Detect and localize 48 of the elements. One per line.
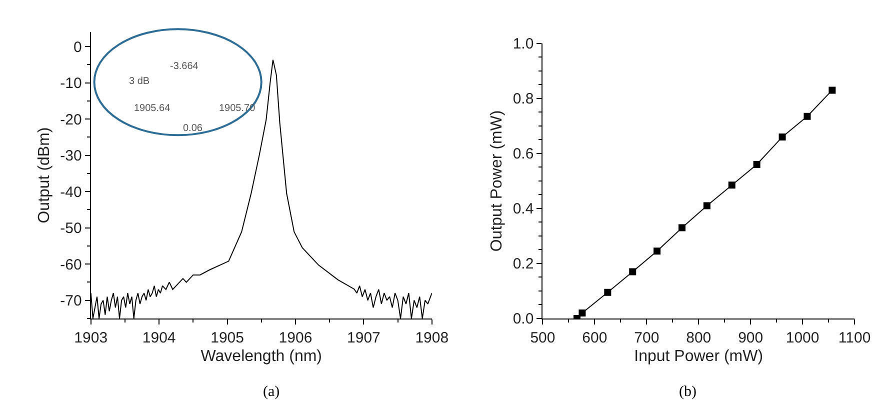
y-tick-label: -70: [60, 292, 82, 310]
x-tick-label: 1903: [74, 329, 108, 346]
point: [604, 288, 612, 296]
point: [678, 224, 686, 232]
text: (a): [263, 384, 280, 400]
annotation: 1905.64: [134, 103, 171, 114]
y-tick-label: -40: [60, 184, 82, 201]
point: [804, 112, 811, 120]
y-tick-label: -20: [60, 111, 82, 128]
point: [778, 133, 786, 140]
x-axis-title: Input Power (mW): [634, 348, 764, 366]
annotation: 0.06: [183, 123, 203, 134]
annotation: -3.664: [170, 61, 199, 72]
point: [629, 268, 636, 276]
x-tick-label: 1100: [838, 329, 871, 346]
x-axis-title: Wavelength (nm): [200, 348, 322, 366]
x-tick-label: 1907: [347, 329, 380, 346]
y-tick-label: 0: [74, 38, 82, 56]
y-tick-label: 1.0: [512, 36, 534, 53]
x-tick-label: 1906: [278, 329, 312, 346]
x-tick-label: 700: [634, 329, 660, 346]
x-tick-label: 900: [738, 329, 764, 346]
y-tick-label: 0.0: [512, 310, 534, 328]
x-tick-label: 1908: [415, 329, 449, 346]
y-tick-label: -60: [60, 256, 82, 274]
point: [728, 182, 736, 189]
x-tick-label: 500: [530, 329, 556, 346]
point: [703, 202, 710, 210]
x-tick-label: 1904: [142, 329, 176, 346]
point: [828, 86, 836, 94]
y-axis-title: Output Power (mW): [488, 110, 506, 252]
y-tick-label: 0.2: [512, 256, 534, 273]
annotation: 3 dB: [129, 76, 150, 87]
point: [753, 160, 760, 168]
point: [654, 248, 661, 255]
y-axis-title: Output (dBm): [36, 127, 54, 224]
y-tick-label: 0.4: [512, 200, 534, 218]
y-tick-label: 0.6: [512, 146, 534, 163]
y-tick-label: 0.8: [512, 90, 534, 108]
x-tick-label: 600: [582, 329, 608, 346]
text: (b): [679, 384, 696, 400]
y-tick-label: -50: [60, 220, 82, 238]
x-tick-label: 1000: [786, 329, 820, 346]
point: [578, 309, 586, 316]
x-tick-label: 1905: [210, 329, 244, 346]
y-tick-label: -30: [60, 148, 82, 165]
y-tick-label: -10: [60, 75, 82, 92]
x-tick-label: 800: [686, 329, 712, 346]
